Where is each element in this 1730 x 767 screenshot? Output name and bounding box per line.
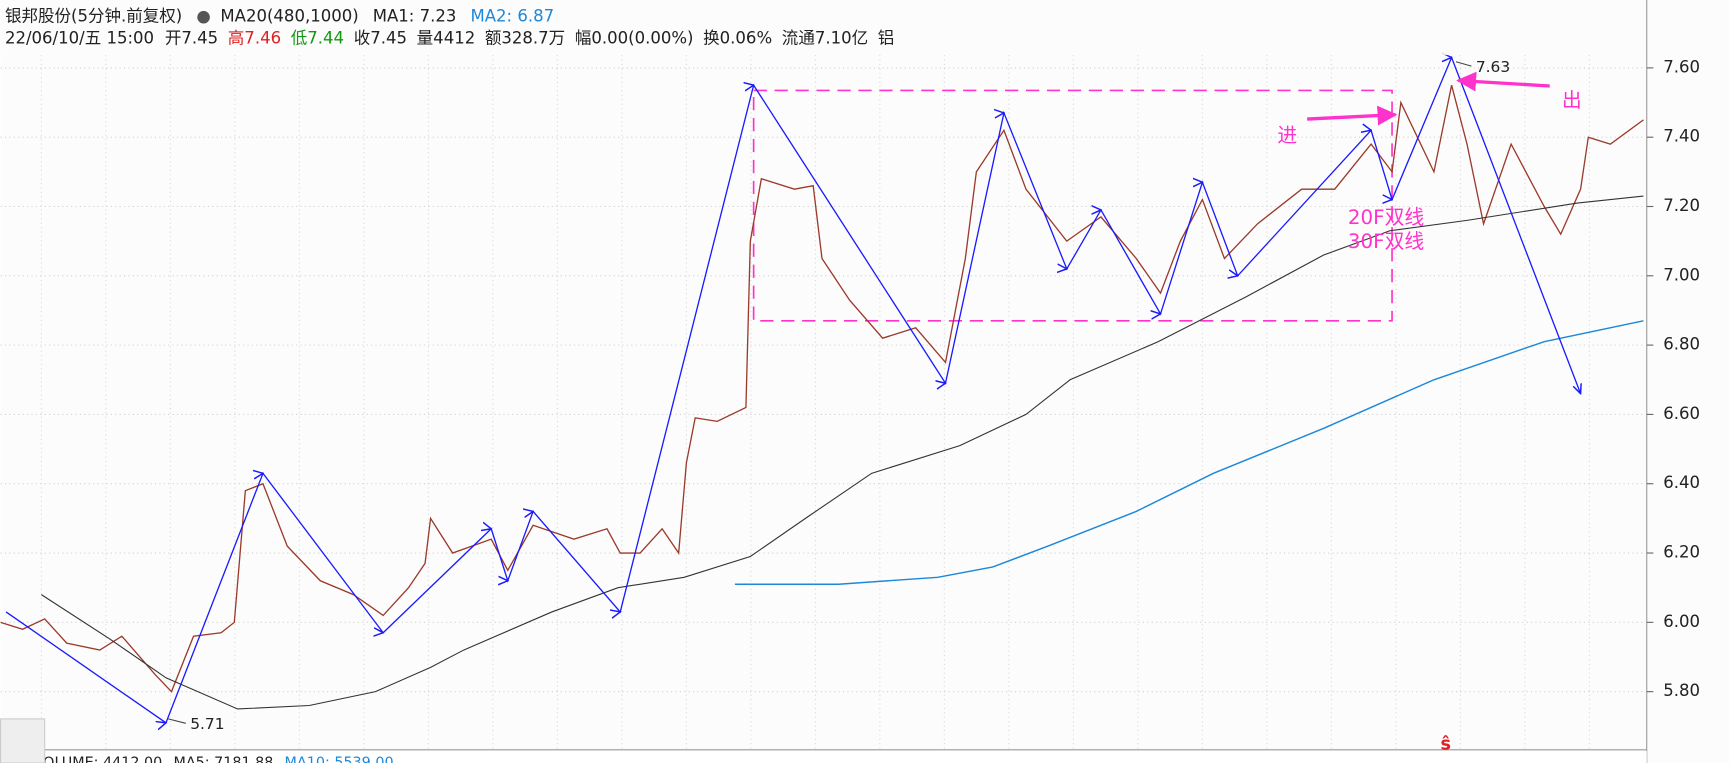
open: 开7.45 [165,28,218,47]
signal-marker: ŝ [1441,734,1452,754]
close: 收7.45 [354,28,407,47]
volume: VOLUME: 4412.00 [34,755,163,763]
icon: ● [196,6,210,25]
y-axis: 7.60 7.40 7.20 7.00 6.80 6.60 6.40 6.20 6.00 5.80 [1646,57,1700,700]
peak-label: 7.63 [1476,58,1510,76]
header-line2: 22/06/10/五 15:00 开7.45 高7.46 低7.44 收7.45… [5,28,894,47]
y-tick-label: 7.60 [1663,57,1700,76]
peak-pointer [1455,61,1472,67]
y-tick-label: 6.20 [1663,543,1700,562]
header-line1: 银邦股份(5分钟.前复权) ● MA20(480,1000) MA1: 7.23… [5,6,554,25]
low: 低7.44 [291,28,344,47]
enter-label: 进 [1277,124,1297,147]
annotation: 30F双线 [1348,230,1424,253]
turnover: 换0.06% [703,28,772,47]
annotation: 20F双线 [1348,206,1424,229]
y-tick-label: 5.80 [1663,681,1700,700]
volume-strip [0,750,1647,763]
zigzag-line [5,57,1581,722]
float: 流通7.10亿 [782,28,868,47]
amount: 额328.7万 [485,28,565,47]
datetime: 22/06/10/五 15:00 [5,28,154,47]
high: 高7.46 [228,28,281,47]
y-tick-label: 6.60 [1663,404,1700,423]
trough-pointer [168,718,186,724]
exit-arrow [1456,71,1550,92]
trough-label: 5.71 [190,715,224,733]
indicator: MA20(480,1000) [220,6,358,25]
change: 幅0.00(0.00%) [575,28,694,47]
y-tick-label: 6.00 [1663,612,1700,631]
sector: 铝 [878,28,895,47]
volume-legend: VOLUME: 4412.00 MA5: 7181.88 MA10: 5539.… [34,755,394,763]
ma5: MA5: 7181.88 [173,755,273,763]
exit-label: 出 [1562,89,1582,112]
y-tick-label: 6.40 [1663,473,1700,492]
plot [0,57,1644,722]
corner-button[interactable] [0,718,46,764]
y-tick-label: 7.40 [1663,127,1700,146]
ma10: MA10: 5539.00 [285,755,394,763]
y-tick-label: 7.00 [1663,265,1700,284]
header-bg [0,0,1644,56]
ma2-value: MA2: 6.87 [470,6,554,25]
enter-arrow [1307,105,1398,126]
y-tick-label: 6.80 [1663,335,1700,354]
y-tick-label: 7.20 [1663,196,1700,215]
volume: 量4412 [417,28,476,47]
ma1-value: MA1: 7.23 [373,6,457,25]
title: 银邦股份(5分钟.前复权) [5,6,182,25]
